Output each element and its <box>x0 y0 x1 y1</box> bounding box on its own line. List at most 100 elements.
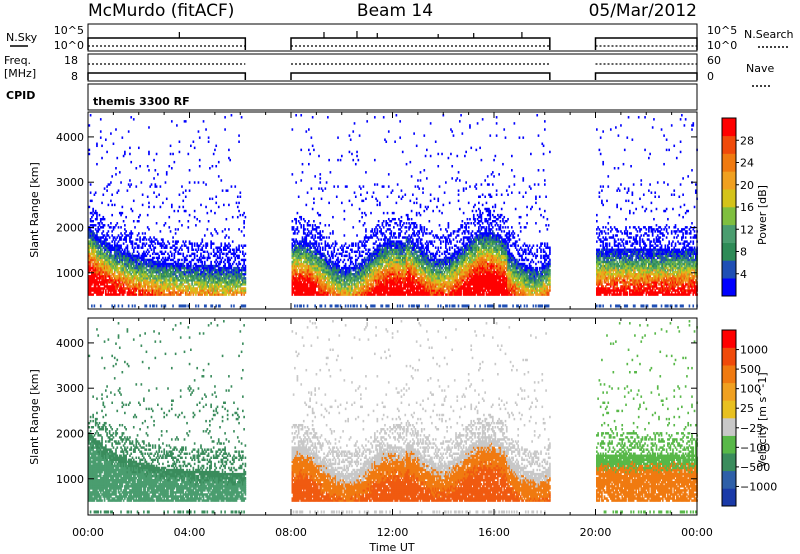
data-cell <box>230 256 233 260</box>
data-cell <box>141 203 144 207</box>
data-cell <box>225 234 228 237</box>
data-cell <box>358 207 361 211</box>
data-cell <box>168 242 171 245</box>
data-cell <box>215 164 218 168</box>
data-cell <box>130 236 133 239</box>
data-cell <box>239 195 242 198</box>
data-cell <box>353 191 356 194</box>
data-cell <box>209 256 211 260</box>
data-cell <box>160 289 163 292</box>
data-cell <box>101 252 103 256</box>
data-cell <box>88 230 91 233</box>
data-cell <box>343 234 346 237</box>
data-cell <box>141 193 144 196</box>
data-cell <box>131 260 134 264</box>
data-cell <box>216 232 219 235</box>
data-cell <box>131 279 134 282</box>
data-cell <box>167 289 169 292</box>
data-cell <box>97 230 100 233</box>
data-cell <box>92 281 94 284</box>
data-cell <box>159 272 162 276</box>
data-cell <box>92 236 94 239</box>
data-cell <box>105 240 107 243</box>
data-cell <box>98 262 101 266</box>
data-cell <box>173 260 176 264</box>
data-cell <box>151 275 154 278</box>
data-cell <box>238 228 240 231</box>
data-cell <box>129 289 131 292</box>
data-cell <box>115 256 117 260</box>
data-cell <box>162 201 164 205</box>
data-cell <box>110 268 112 272</box>
data-cell <box>134 246 136 249</box>
data-cell <box>136 246 139 249</box>
data-cell <box>178 205 181 209</box>
data-cell <box>97 236 100 239</box>
data-cell <box>107 244 110 247</box>
data-cell <box>376 183 379 186</box>
nsearch-tick-top: 10^5 <box>707 24 737 37</box>
data-cell <box>158 291 160 294</box>
data-cell <box>139 236 141 239</box>
data-cell <box>103 258 106 262</box>
data-cell <box>89 266 92 270</box>
data-cell <box>131 252 134 256</box>
data-cell <box>154 270 157 274</box>
data-cell <box>207 220 210 223</box>
data-cell <box>94 217 97 221</box>
data-cell <box>170 272 173 276</box>
data-cell <box>121 211 124 215</box>
data-cell <box>201 238 204 241</box>
data-cell <box>139 287 141 290</box>
data-cell <box>117 293 120 296</box>
data-cell <box>173 266 176 270</box>
data-cell <box>154 289 157 292</box>
data-cell <box>313 148 315 152</box>
data-cell <box>106 246 108 249</box>
data-cell <box>105 268 107 272</box>
data-cell <box>181 285 183 288</box>
data-cell <box>305 203 308 207</box>
data-cell <box>120 213 122 217</box>
data-cell <box>105 266 107 270</box>
data-cell <box>102 230 105 233</box>
data-cell <box>129 264 131 268</box>
data-cell <box>116 270 119 274</box>
data-cell <box>89 293 92 296</box>
data-cell <box>135 242 138 245</box>
data-cell <box>134 275 136 278</box>
data-cell <box>124 260 126 264</box>
data-cell <box>116 236 119 239</box>
data-cell <box>103 224 106 227</box>
data-cell <box>173 289 176 292</box>
data-cell <box>129 270 131 274</box>
data-cell <box>139 268 141 272</box>
nsky-tick-bottom: 10^0 <box>54 39 84 52</box>
data-cell <box>140 268 143 272</box>
data-cell <box>93 211 96 215</box>
data-cell <box>141 244 144 247</box>
data-cell <box>116 191 119 194</box>
data-cell <box>94 264 97 268</box>
data-cell <box>99 242 102 245</box>
data-cell <box>198 220 201 223</box>
data-cell <box>174 285 177 288</box>
data-cell <box>99 270 102 274</box>
data-cell <box>229 244 232 247</box>
data-cell <box>167 258 169 262</box>
data-cell <box>93 252 96 256</box>
data-cell <box>115 128 117 131</box>
data-cell <box>129 179 131 182</box>
data-cell <box>188 213 191 217</box>
data-cell <box>153 240 155 243</box>
data-cell <box>103 250 106 254</box>
data-cell <box>150 262 153 266</box>
data-cell <box>99 252 102 256</box>
data-cell <box>144 281 147 284</box>
data-cell <box>229 158 232 162</box>
data-cell <box>182 291 185 294</box>
data-cell <box>98 281 101 284</box>
data-cell <box>228 236 230 239</box>
data-cell <box>115 244 117 247</box>
data-cell <box>179 275 182 278</box>
